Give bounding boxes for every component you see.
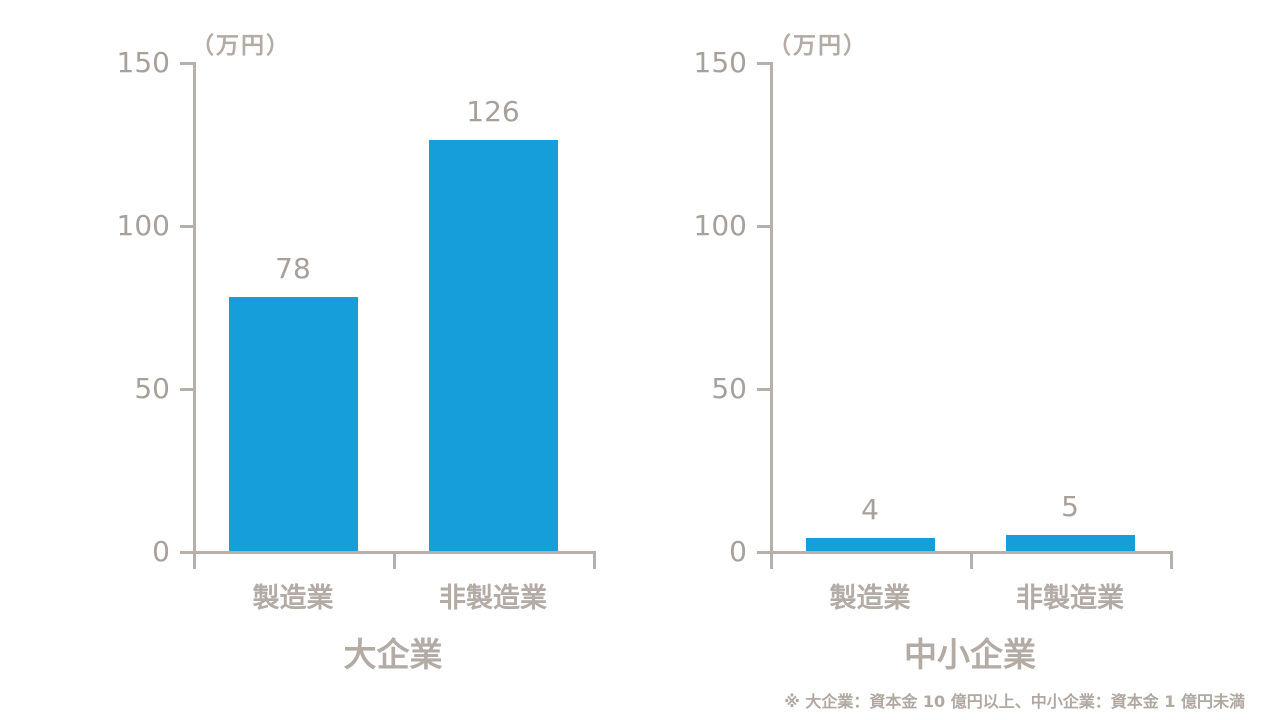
bar-value-label: 4 (861, 493, 879, 526)
y-tick-label: 0 (152, 535, 170, 568)
bar-非製造業 (428, 140, 558, 551)
x-tick (193, 554, 196, 569)
y-tick-label: 150 (693, 46, 747, 79)
bar-value-label: 126 (466, 95, 520, 128)
y-tick (180, 551, 193, 554)
x-axis (193, 551, 596, 554)
category-label: 非製造業 (439, 583, 547, 614)
y-tick (180, 62, 193, 65)
x-tick (393, 554, 396, 569)
bar-value-label: 5 (1061, 490, 1079, 523)
unit-label: （万円） (191, 33, 291, 59)
y-tick-label: 50 (134, 372, 170, 405)
x-tick (970, 554, 973, 569)
y-tick-label: 100 (693, 209, 747, 242)
y-axis (193, 62, 196, 554)
category-label: 非製造業 (1016, 583, 1124, 614)
x-axis (770, 551, 1173, 554)
y-tick-label: 100 (116, 209, 170, 242)
unit-label: （万円） (768, 33, 868, 59)
y-axis (770, 62, 773, 554)
y-tick (757, 551, 770, 554)
bar-value-label: 78 (275, 252, 311, 285)
x-tick (593, 554, 596, 569)
y-tick-label: 150 (116, 46, 170, 79)
footnote: ※ 大企業：資本金 10 億円以上、中小企業：資本金 1 億円未満 (784, 692, 1245, 711)
y-tick (180, 225, 193, 228)
bar-製造業 (805, 538, 935, 551)
chart-title: 中小企業 (904, 635, 1036, 674)
y-tick (180, 388, 193, 391)
y-tick (757, 225, 770, 228)
bar-製造業 (228, 297, 358, 551)
y-tick-label: 50 (711, 372, 747, 405)
y-tick (757, 388, 770, 391)
category-label: 製造業 (829, 583, 911, 614)
y-tick (757, 62, 770, 65)
x-tick (770, 554, 773, 569)
chart-title: 大企業 (343, 635, 443, 674)
category-label: 製造業 (252, 583, 334, 614)
y-tick-label: 0 (729, 535, 747, 568)
bar-非製造業 (1005, 535, 1135, 551)
x-tick (1170, 554, 1173, 569)
